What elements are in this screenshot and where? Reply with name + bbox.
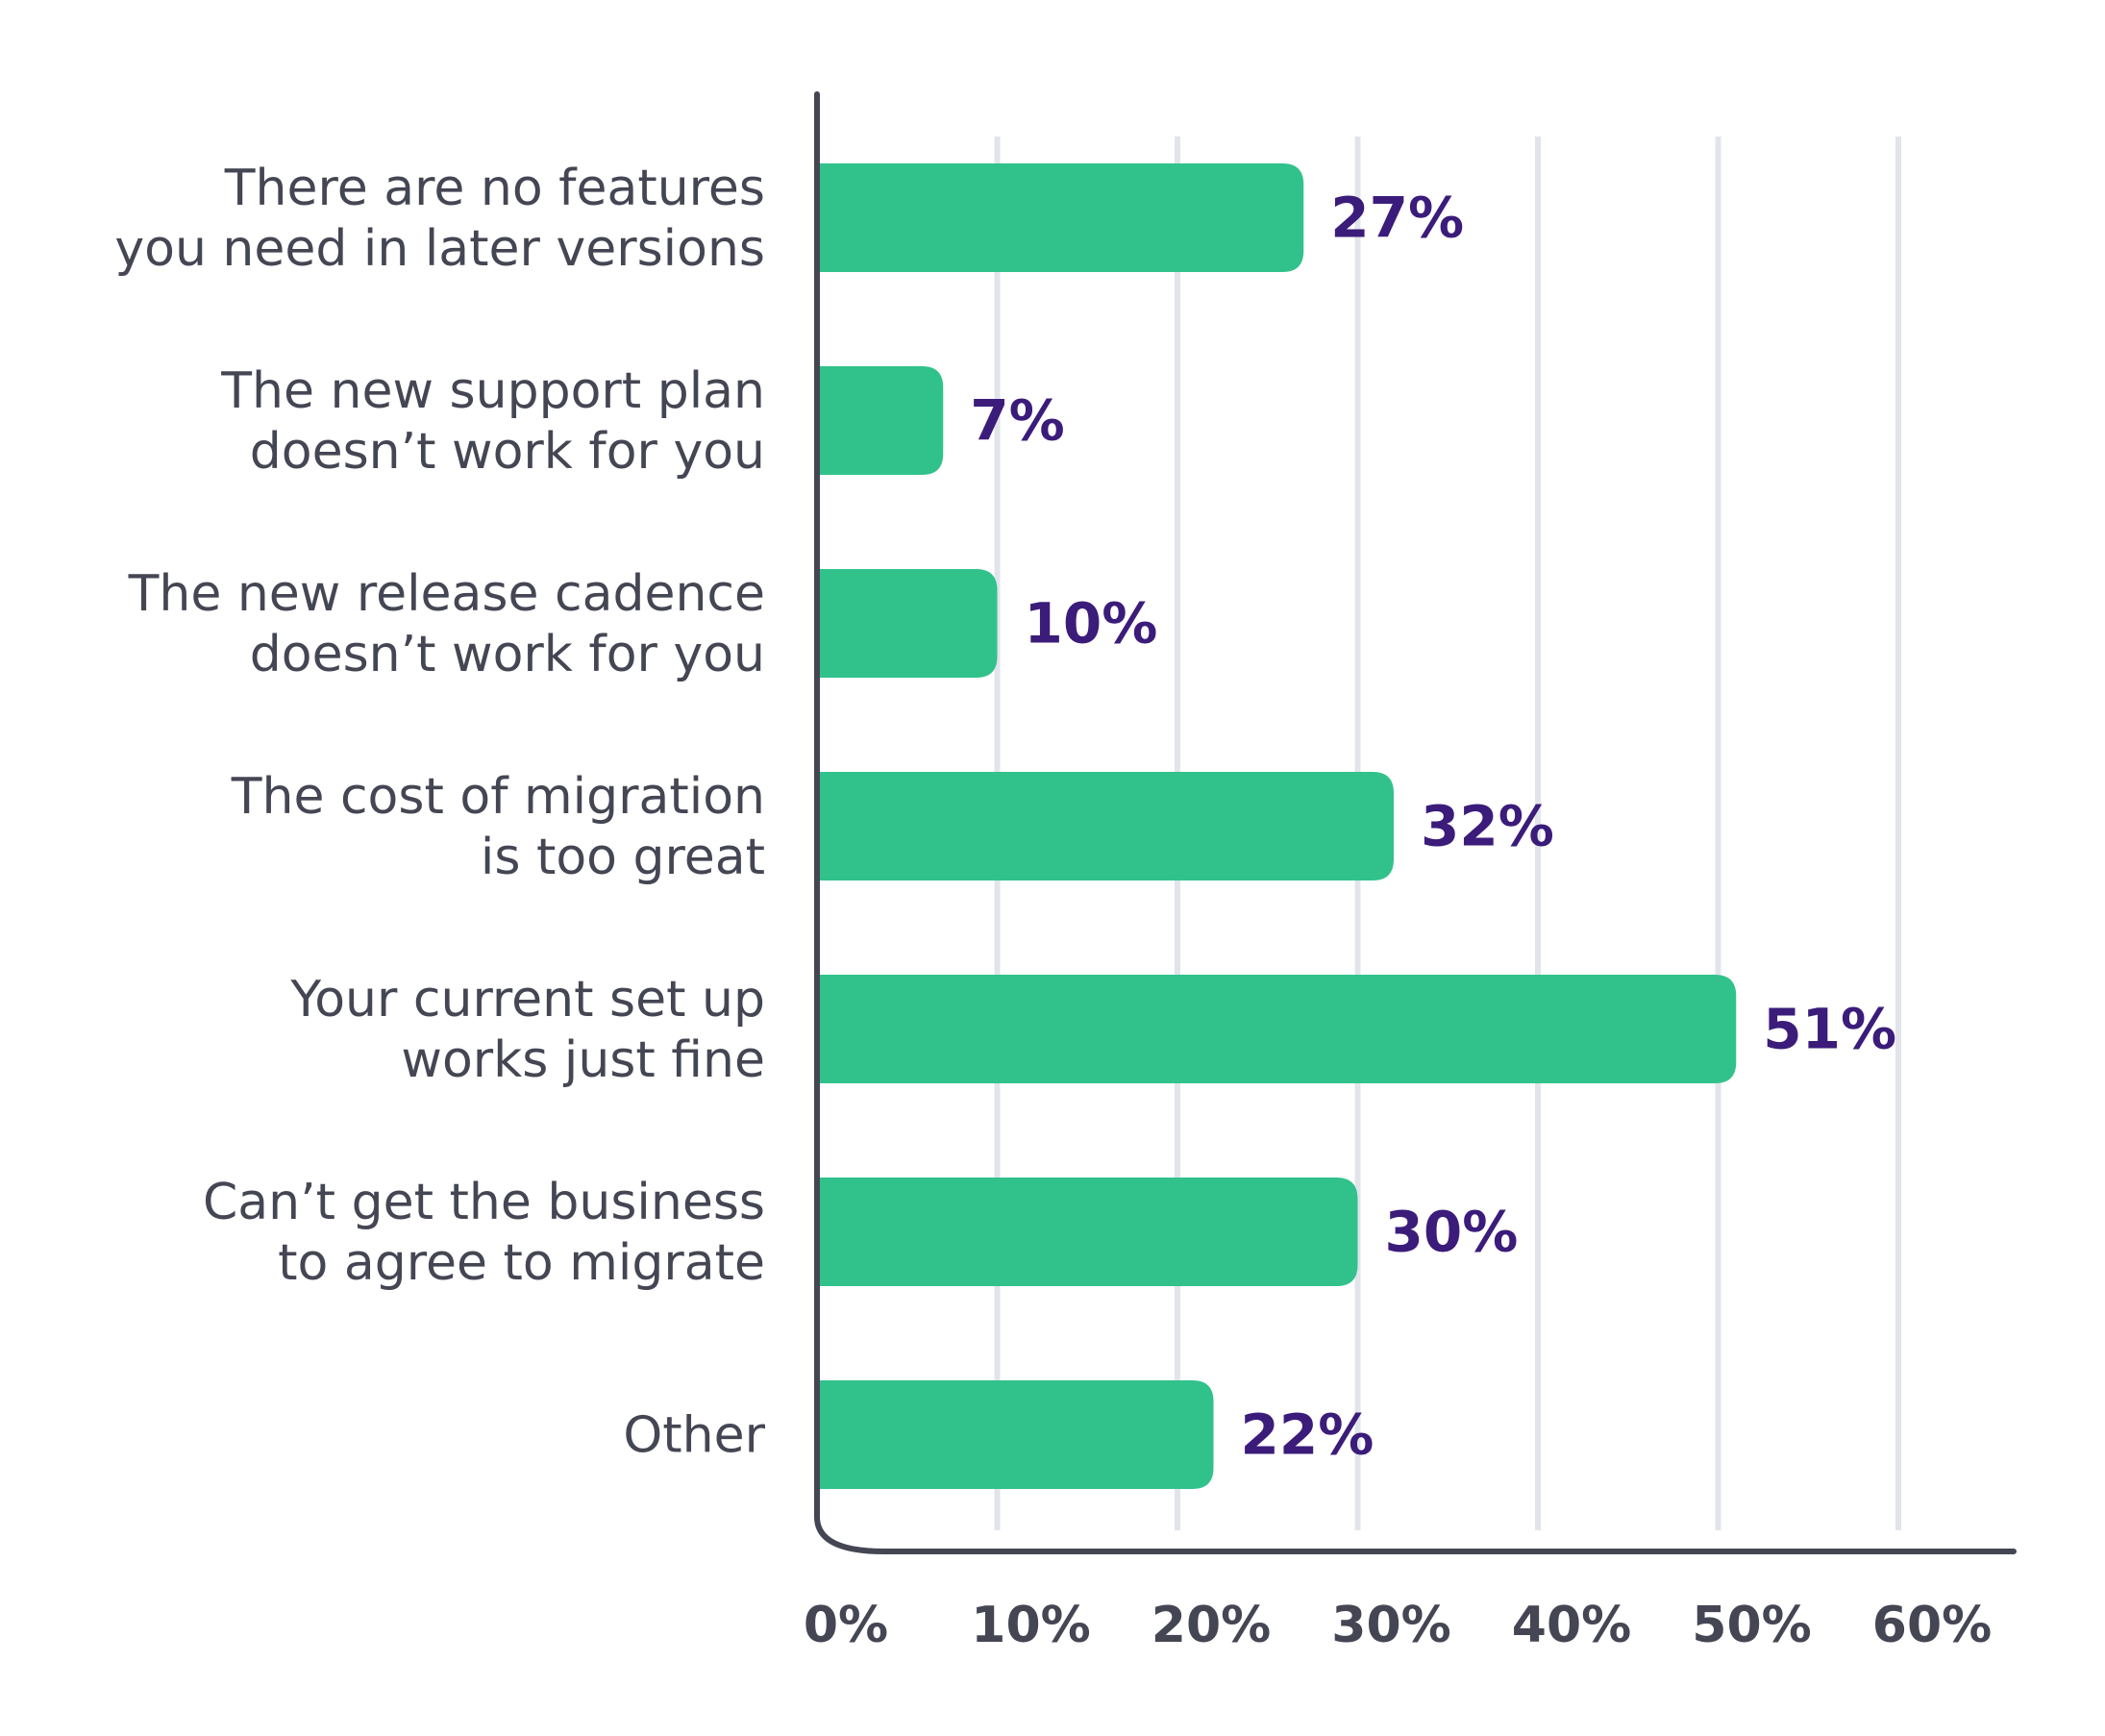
category-label-5-0: Can’t get the business (203, 1174, 765, 1231)
category-label-3-1: is too great (481, 829, 765, 886)
category-label-1-0: The new support plan (220, 362, 765, 420)
category-label-2-0: The new release cadence (128, 565, 765, 623)
category-label-0-1: you need in later versions (114, 220, 765, 278)
value-label-2: 10% (1025, 591, 1158, 657)
x-tick-label-20: 20% (1152, 1597, 1271, 1654)
value-label-1: 7% (970, 388, 1064, 454)
x-tick-label-60: 60% (1872, 1597, 1992, 1654)
x-tick-label-40: 40% (1512, 1597, 1631, 1654)
value-label-5: 30% (1385, 1200, 1519, 1265)
category-label-6-0: Other (623, 1407, 765, 1465)
category-label-1-1: doesn’t work for you (250, 423, 765, 481)
bar-6 (817, 1380, 1214, 1489)
x-tick-label-0: 0% (804, 1597, 888, 1654)
bar-1 (817, 366, 944, 475)
value-label-4: 51% (1763, 997, 1896, 1062)
category-label-3-0: The cost of migration (231, 768, 765, 826)
axes (814, 91, 2017, 1554)
category-label-5-1: to agree to migrate (278, 1234, 765, 1292)
x-tick-label-30: 30% (1331, 1597, 1450, 1654)
bar-2 (817, 569, 998, 678)
bar-3 (817, 772, 1394, 880)
bars (817, 163, 1737, 1489)
axis-line (814, 91, 2017, 1554)
category-label-4-0: Your current set up (289, 971, 765, 1029)
bar-4 (817, 975, 1737, 1083)
bar-0 (817, 163, 1304, 272)
category-label-0-0: There are no features (224, 160, 765, 217)
bar-5 (817, 1178, 1358, 1286)
value-label-6: 22% (1241, 1402, 1374, 1468)
value-label-3: 32% (1421, 794, 1554, 859)
x-tick-label-50: 50% (1692, 1597, 1811, 1654)
category-label-2-1: doesn’t work for you (250, 626, 765, 683)
category-label-4-1: works just fine (401, 1031, 765, 1089)
x-tick-label-10: 10% (971, 1597, 1090, 1654)
value-label-0: 27% (1330, 186, 1464, 251)
